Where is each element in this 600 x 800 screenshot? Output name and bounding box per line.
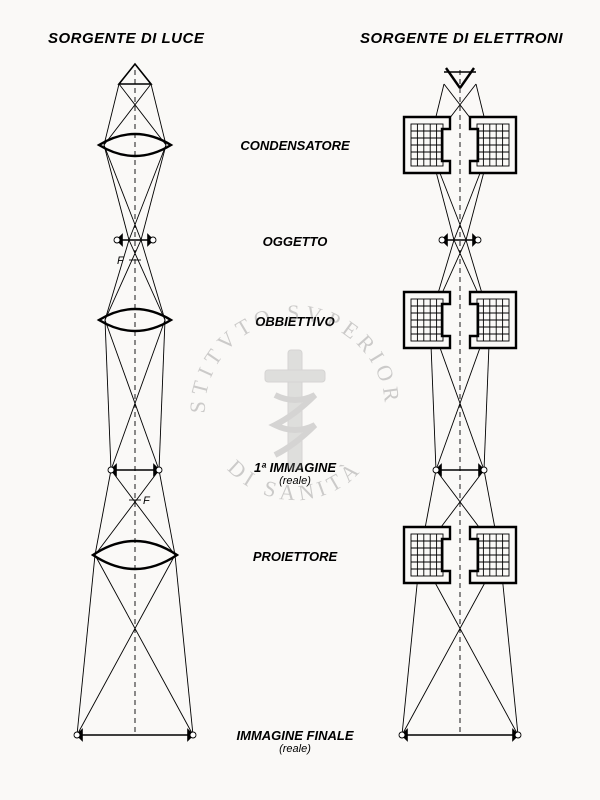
- label-objective: OBBIETTIVO: [215, 314, 375, 329]
- left-title: SORGENTE DI LUCE: [48, 30, 204, 47]
- label-first-image: 1ª IMMAGINE (reale): [215, 460, 375, 487]
- diagram-svg: FF: [0, 0, 600, 800]
- svg-text:F: F: [143, 495, 151, 507]
- label-condenser: CONDENSATORE: [215, 138, 375, 153]
- label-final-image-text: IMMAGINE FINALE: [237, 728, 354, 743]
- label-object: OGGETTO: [215, 234, 375, 249]
- label-final-image-sub: (reale): [215, 743, 375, 755]
- right-title: SORGENTE DI ELETTRONI: [360, 30, 563, 47]
- label-projector: PROIETTORE: [215, 549, 375, 564]
- label-first-image-sub: (reale): [215, 475, 375, 487]
- label-final-image: IMMAGINE FINALE (reale): [215, 728, 375, 755]
- diagram-page: SORGENTE DI LUCE SORGENTE DI ELETTRONI C…: [0, 0, 600, 800]
- label-first-image-text: 1ª IMMAGINE: [254, 460, 336, 475]
